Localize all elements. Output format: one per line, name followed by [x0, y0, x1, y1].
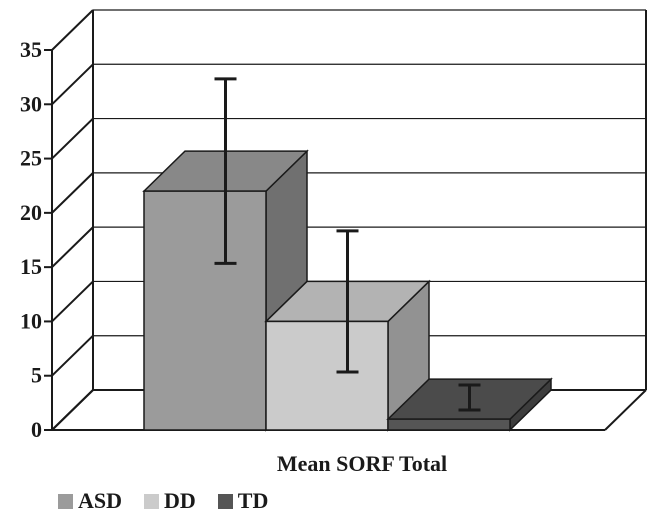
legend-label: DD	[164, 488, 196, 513]
y-tick-label: 20	[20, 200, 42, 225]
bar-chart: 0 5 10 15 20 25 30 35 Mean SORF Total	[20, 9, 647, 476]
y-tick-label: 35	[20, 37, 42, 62]
legend-swatch	[144, 493, 160, 509]
gridline-side	[51, 389, 94, 431]
gridline-side	[51, 226, 94, 268]
legend-item-dd: DD	[144, 488, 196, 514]
legend-swatch	[58, 493, 73, 509]
gridline-side	[51, 280, 94, 323]
bar-front-td	[387, 418, 511, 431]
y-tick-label: 25	[20, 146, 42, 171]
y-axis-ticks: 0 5 10 15 20 25 30 35	[20, 37, 53, 442]
bar-td	[386, 377, 553, 432]
legend-item-asd: ASD	[58, 488, 122, 514]
y-tick-label: 15	[20, 254, 42, 279]
floor-right-edge	[604, 389, 647, 431]
bars	[142, 77, 553, 432]
gridline-side	[51, 172, 94, 214]
x-axis-label: Mean SORF Total	[277, 451, 447, 476]
bar-front-asd	[143, 190, 267, 431]
gridline-side	[51, 117, 94, 160]
legend: ASD DD TD	[58, 488, 290, 514]
legend-swatch	[217, 493, 233, 509]
y-tick-label: 5	[31, 363, 42, 388]
y-tick-label: 10	[20, 308, 42, 333]
bar-front-dd	[265, 320, 389, 431]
bar-dd	[264, 229, 431, 432]
y-tick-label: 0	[31, 417, 42, 442]
legend-item-td: TD	[217, 488, 269, 514]
legend-label: TD	[237, 488, 269, 513]
gridline-side	[51, 63, 94, 106]
bar-asd	[142, 77, 309, 432]
gridline-side	[51, 9, 94, 51]
gridline-side	[51, 334, 94, 377]
y-tick-label: 30	[20, 91, 42, 116]
legend-label: ASD	[78, 488, 123, 513]
